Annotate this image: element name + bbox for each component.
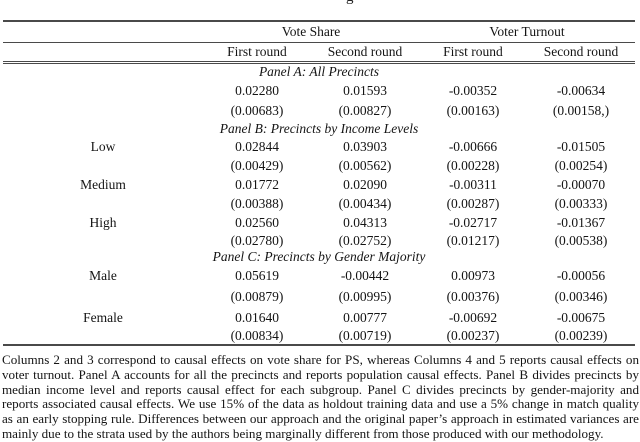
estimate-cell: 0.01593 — [343, 83, 387, 98]
estimate-cell: 0.02560 — [235, 214, 279, 230]
se-cell: (0.00237) — [446, 328, 500, 343]
row-label — [3, 81, 203, 101]
panel-heading-row: Panel C: Precincts by Gender Majority — [3, 249, 635, 265]
estimate-cell: -0.00056 — [556, 267, 606, 283]
col-group-voter-turnout: Voter Turnout — [419, 21, 635, 43]
estimate-cell: -0.00692 — [448, 309, 498, 325]
col-header-turnout-second-round: Second round — [527, 42, 635, 64]
estimate-cell: 0.02280 — [235, 83, 279, 98]
se-cell: (0.00434) — [338, 195, 392, 211]
std-error-row: (0.00879) (0.00995) (0.00376) (0.00346) — [3, 286, 635, 307]
col-header-voteshare-first-round: First round — [203, 42, 311, 64]
se-cell: (0.00158,) — [552, 102, 610, 118]
row-label-high: High — [89, 214, 117, 230]
estimate-cell: -0.00442 — [340, 267, 390, 283]
estimate-row: 0.02280 0.01593 -0.00352 -0.00634 — [3, 81, 635, 101]
estimate-cell: 0.02090 — [343, 176, 387, 192]
estimate-row: Male 0.05619 -0.00442 0.00973 -0.00056 — [3, 265, 635, 286]
estimate-row: Low 0.02844 0.03903 -0.00666 -0.01505 — [3, 137, 635, 156]
std-error-row: (0.00683) (0.00827) (0.00163) (0.00158,) — [3, 101, 635, 120]
col-group-vote-share: Vote Share — [203, 21, 419, 43]
se-cell: (0.00346) — [554, 288, 608, 304]
panel-heading-row: Panel A: All Precincts — [3, 62, 635, 81]
table-note: Columns 2 and 3 correspond to causal eff… — [2, 352, 639, 441]
se-cell: (0.00538) — [554, 232, 608, 248]
se-cell: (0.00376) — [446, 288, 500, 304]
se-cell: (0.00827) — [338, 102, 392, 118]
std-error-row: (0.02780) (0.02752) (0.01217) (0.00538) — [3, 232, 635, 249]
estimate-cell: -0.00070 — [556, 176, 606, 192]
se-cell: (0.00995) — [338, 288, 392, 304]
panel-c-heading: Panel C: Precincts by Gender Majority — [212, 249, 426, 264]
estimate-cell: 0.00777 — [343, 309, 387, 325]
row-label-medium: Medium — [80, 176, 126, 192]
estimate-cell: -0.02717 — [448, 214, 498, 230]
row-label — [3, 328, 203, 345]
estimate-row: Medium 0.01772 0.02090 -0.00311 -0.00070 — [3, 175, 635, 194]
row-label-female: Female — [83, 309, 123, 325]
row-label — [3, 232, 203, 249]
panel-b-heading: Panel B: Precincts by Income Levels — [219, 120, 419, 136]
se-cell: (0.00683) — [230, 102, 284, 118]
estimate-cell: 0.01772 — [235, 176, 279, 192]
col-header-turnout-first-round: First round — [419, 42, 527, 64]
se-cell: (0.00333) — [554, 195, 608, 211]
results-table: Vote Share Voter Turnout First round Sec… — [3, 20, 635, 346]
panel-heading-row: Panel B: Precincts by Income Levels — [3, 120, 635, 137]
row-label — [3, 101, 203, 120]
std-error-row: (0.00834) (0.00719) (0.00237) (0.00239) — [3, 328, 635, 345]
estimate-row: Female 0.01640 0.00777 -0.00692 -0.00675 — [3, 307, 635, 328]
se-cell: (0.00163) — [446, 102, 500, 118]
estimate-cell: -0.00311 — [449, 176, 497, 192]
estimate-cell: -0.00634 — [556, 83, 606, 98]
panel-a-heading: Panel A: All Precincts — [258, 64, 380, 80]
row-label-low: Low — [90, 138, 116, 154]
se-cell: (0.00879) — [230, 288, 284, 304]
se-cell: (0.00254) — [554, 157, 608, 173]
col-header-voteshare-second-round: Second round — [311, 42, 419, 64]
se-cell: (0.00834) — [230, 328, 284, 343]
row-label — [3, 156, 203, 175]
estimate-cell: 0.00973 — [451, 267, 495, 283]
stub-cell — [3, 42, 203, 64]
se-cell: (0.00562) — [338, 157, 392, 173]
estimate-cell: 0.05619 — [235, 267, 279, 283]
se-cell: (0.02752) — [338, 232, 392, 248]
row-label — [3, 194, 203, 213]
se-cell: (0.00388) — [230, 195, 284, 211]
title-fragment-glyph: g — [346, 0, 354, 6]
estimate-cell: 0.02844 — [235, 138, 279, 154]
estimate-row: High 0.02560 0.04313 -0.02717 -0.01367 — [3, 213, 635, 232]
se-cell: (0.00429) — [230, 157, 284, 173]
estimate-cell: 0.03903 — [343, 138, 387, 154]
estimate-cell: -0.01367 — [556, 214, 606, 230]
estimate-cell: 0.04313 — [343, 214, 387, 230]
se-cell: (0.01217) — [446, 232, 500, 248]
se-cell: (0.02780) — [230, 232, 284, 248]
row-label-male: Male — [89, 267, 117, 283]
column-group-row: Vote Share Voter Turnout — [3, 21, 635, 43]
row-label — [3, 286, 203, 307]
se-cell: (0.00228) — [446, 157, 500, 173]
estimate-cell: -0.01505 — [556, 138, 606, 154]
column-header-row: First round Second round First round Sec… — [3, 42, 635, 64]
cropped-title-fragment: g — [346, 0, 360, 7]
estimate-cell: 0.01640 — [235, 309, 279, 325]
stub-cell — [3, 21, 203, 43]
estimate-cell: -0.00352 — [448, 83, 498, 98]
std-error-row: (0.00429) (0.00562) (0.00228) (0.00254) — [3, 156, 635, 175]
estimate-cell: -0.00666 — [448, 138, 498, 154]
se-cell: (0.00719) — [338, 328, 392, 343]
se-cell: (0.00239) — [554, 328, 608, 343]
estimate-cell: -0.00675 — [556, 309, 606, 325]
std-error-row: (0.00388) (0.00434) (0.00287) (0.00333) — [3, 194, 635, 213]
se-cell: (0.00287) — [446, 195, 500, 211]
